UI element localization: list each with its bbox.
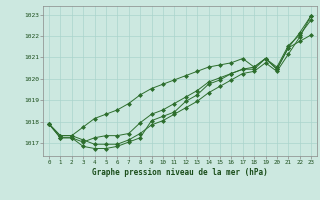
X-axis label: Graphe pression niveau de la mer (hPa): Graphe pression niveau de la mer (hPa) — [92, 168, 268, 177]
